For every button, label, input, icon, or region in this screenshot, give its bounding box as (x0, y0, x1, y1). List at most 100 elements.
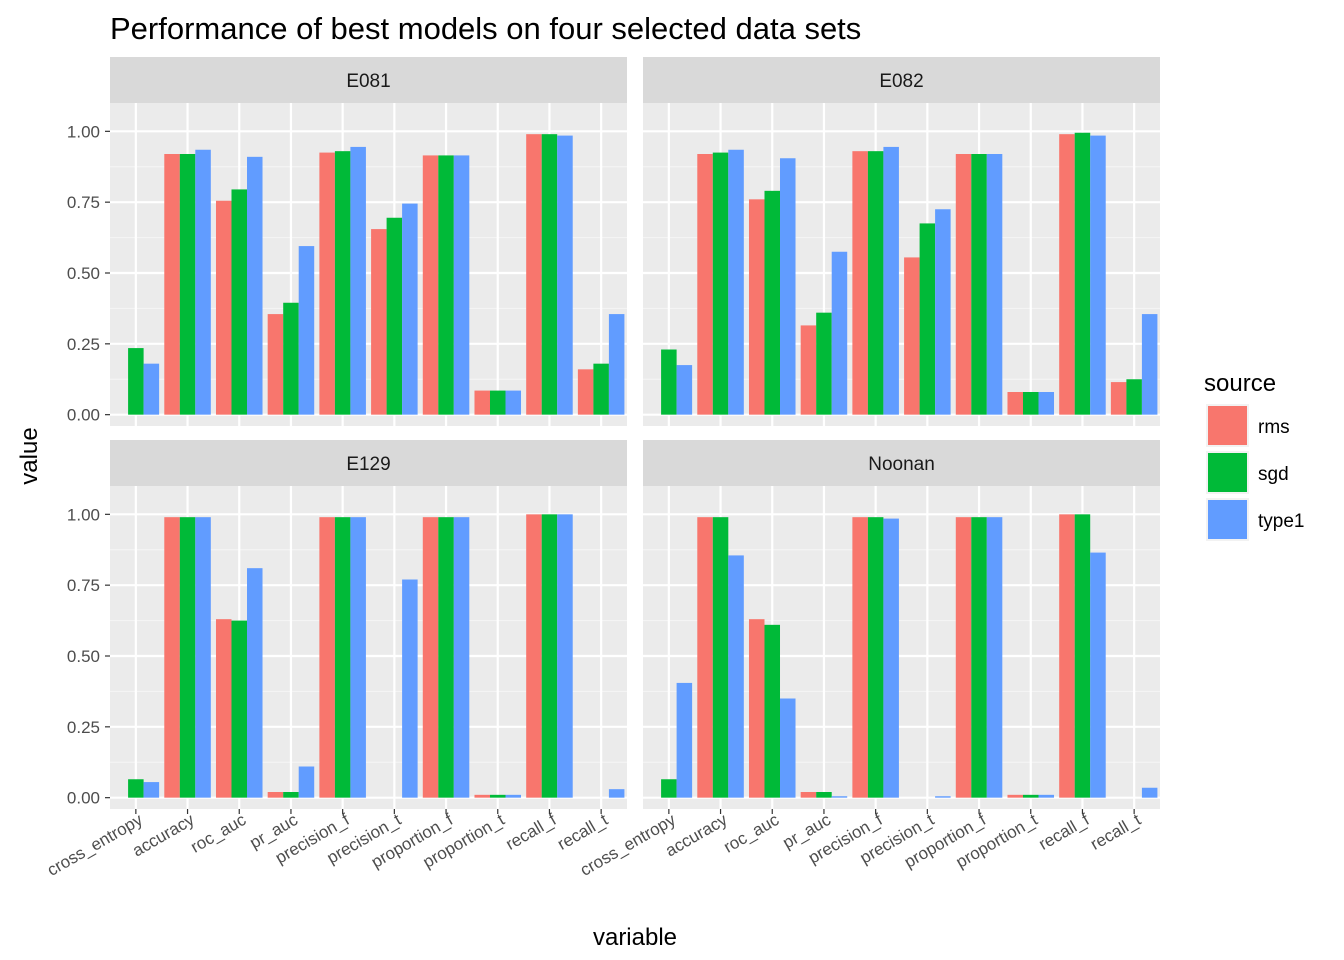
facet-strip-label: E082 (879, 71, 923, 92)
bar-e082-accuracy-rms (697, 154, 713, 415)
bar-e081-precision-t-sgd (386, 217, 403, 415)
bar-e081-recall-f-type1 (557, 135, 573, 415)
bar-e082-accuracy-type1 (728, 149, 744, 415)
bar-e081-precision-f-type1 (350, 146, 366, 415)
bar-e081-accuracy-rms (164, 154, 180, 415)
bar-e129-pr-auc-sgd (283, 792, 299, 798)
x-tick-label: roc_auc (720, 810, 782, 857)
bar-e082-proportion-f-sgd (971, 154, 987, 415)
bar-e081-cross-entropy-sgd (128, 348, 144, 415)
bar-e082-proportion-f-rms (955, 154, 972, 415)
bar-e081-roc-auc-rms (215, 200, 232, 415)
bar-e129-proportion-t-rms (474, 794, 490, 798)
bar-e082-recall-f-sgd (1074, 132, 1091, 415)
legend-key-type1 (1208, 500, 1247, 539)
bar-e129-recall-f-type1 (557, 514, 573, 798)
facet-panel-e082: E082 (643, 57, 1160, 426)
bar-e081-proportion-t-type1 (505, 390, 522, 415)
bar-e081-pr-auc-type1 (298, 246, 315, 415)
bar-e129-accuracy-type1 (195, 517, 211, 798)
facet-panel-e129: E1290.000.250.500.751.00cross_entropyacc… (44, 440, 627, 880)
bar-e081-precision-f-rms (319, 152, 335, 415)
bar-e129-precision-f-type1 (350, 517, 366, 798)
bar-noonan-cross-entropy-sgd (661, 779, 677, 798)
bar-noonan-accuracy-sgd (712, 517, 729, 798)
bar-noonan-roc-auc-sgd (764, 624, 781, 798)
bar-e081-roc-auc-sgd (231, 189, 248, 415)
bar-noonan-roc-auc-type1 (780, 698, 796, 798)
bar-e082-pr-auc-type1 (831, 251, 848, 415)
legend-label-sgd: sgd (1258, 464, 1289, 485)
bar-noonan-precision-t-type1 (935, 796, 951, 798)
y-tick-label: 1.00 (67, 122, 100, 141)
legend-label-type1: type1 (1258, 511, 1304, 532)
bar-e082-cross-entropy-sgd (661, 349, 677, 415)
bar-e129-proportion-f-sgd (438, 517, 454, 798)
bar-e129-pr-auc-type1 (298, 766, 315, 798)
y-tick-label: 0.00 (67, 406, 100, 425)
bar-noonan-pr-auc-type1 (831, 796, 848, 798)
bar-noonan-recall-f-rms (1059, 514, 1075, 798)
bar-e082-roc-auc-rms (748, 199, 765, 415)
bar-e129-recall-f-rms (526, 514, 542, 798)
bar-e129-accuracy-sgd (179, 517, 196, 798)
facet-strip (110, 440, 627, 486)
bar-e081-recall-f-sgd (541, 134, 558, 415)
bar-noonan-proportion-t-rms (1007, 794, 1023, 798)
bar-noonan-recall-t-type1 (1141, 787, 1158, 798)
y-tick-label: 0.25 (67, 718, 100, 737)
bar-e129-proportion-f-rms (422, 517, 439, 798)
legend-key-rms (1208, 406, 1247, 445)
legend-key-sgd (1208, 453, 1247, 492)
y-tick-label: 0.75 (67, 576, 100, 595)
bar-e129-proportion-f-type1 (453, 517, 470, 798)
bar-e129-cross-entropy-sgd (128, 779, 144, 798)
bar-e082-recall-f-type1 (1090, 135, 1106, 415)
y-tick-label: 0.50 (67, 264, 100, 283)
bar-e081-pr-auc-sgd (283, 302, 299, 415)
bar-e129-accuracy-rms (164, 517, 180, 798)
bar-e082-proportion-f-type1 (986, 154, 1003, 415)
bar-e081-proportion-t-sgd (489, 390, 506, 415)
facet-strip (643, 440, 1160, 486)
bar-e082-cross-entropy-type1 (676, 365, 693, 415)
chart-title: Performance of best models on four selec… (110, 11, 861, 46)
bar-e129-recall-t-type1 (608, 789, 625, 798)
bar-e081-recall-t-type1 (608, 314, 625, 415)
bar-e082-recall-t-rms (1110, 382, 1127, 415)
y-tick-label: 0.25 (67, 335, 100, 354)
bar-noonan-proportion-f-rms (955, 517, 972, 798)
bar-e081-recall-f-rms (526, 134, 542, 415)
y-tick-label: 0.75 (67, 193, 100, 212)
bar-e129-recall-f-sgd (541, 514, 558, 798)
legend-label-rms: rms (1258, 417, 1290, 438)
bar-e081-recall-t-sgd (593, 363, 609, 415)
bar-e129-roc-auc-type1 (247, 568, 263, 798)
x-tick-label: recall_t (1087, 810, 1144, 854)
bar-noonan-precision-f-sgd (867, 517, 884, 798)
bar-e082-recall-f-rms (1059, 134, 1075, 415)
y-tick-label: 0.50 (67, 647, 100, 666)
bar-noonan-recall-f-sgd (1074, 514, 1091, 798)
bar-e081-cross-entropy-type1 (143, 363, 160, 415)
legend-title: source (1204, 370, 1276, 397)
bar-e082-proportion-t-type1 (1038, 392, 1055, 415)
x-tick-label: recall_f (502, 810, 559, 854)
facet-strip-label: Noonan (868, 454, 935, 475)
x-tick-label: recall_f (1035, 810, 1092, 854)
bar-noonan-roc-auc-rms (748, 619, 765, 798)
bar-noonan-proportion-f-sgd (971, 517, 987, 798)
facet-panel-noonan: Noonancross_entropyaccuracyroc_aucpr_auc… (577, 440, 1160, 880)
bar-e081-precision-t-type1 (402, 203, 418, 415)
x-tick-label: recall_t (554, 810, 611, 854)
bar-noonan-pr-auc-sgd (816, 792, 832, 798)
bar-e081-recall-t-rms (577, 369, 594, 415)
bar-noonan-accuracy-type1 (728, 555, 744, 798)
bar-e081-proportion-f-sgd (438, 155, 454, 415)
y-tick-label: 0.00 (67, 789, 100, 808)
bar-noonan-accuracy-rms (697, 517, 713, 798)
bar-e129-proportion-t-sgd (489, 794, 506, 798)
bar-noonan-proportion-f-type1 (986, 517, 1003, 798)
bar-e082-precision-t-rms (904, 257, 920, 415)
bar-noonan-precision-f-rms (852, 517, 868, 798)
